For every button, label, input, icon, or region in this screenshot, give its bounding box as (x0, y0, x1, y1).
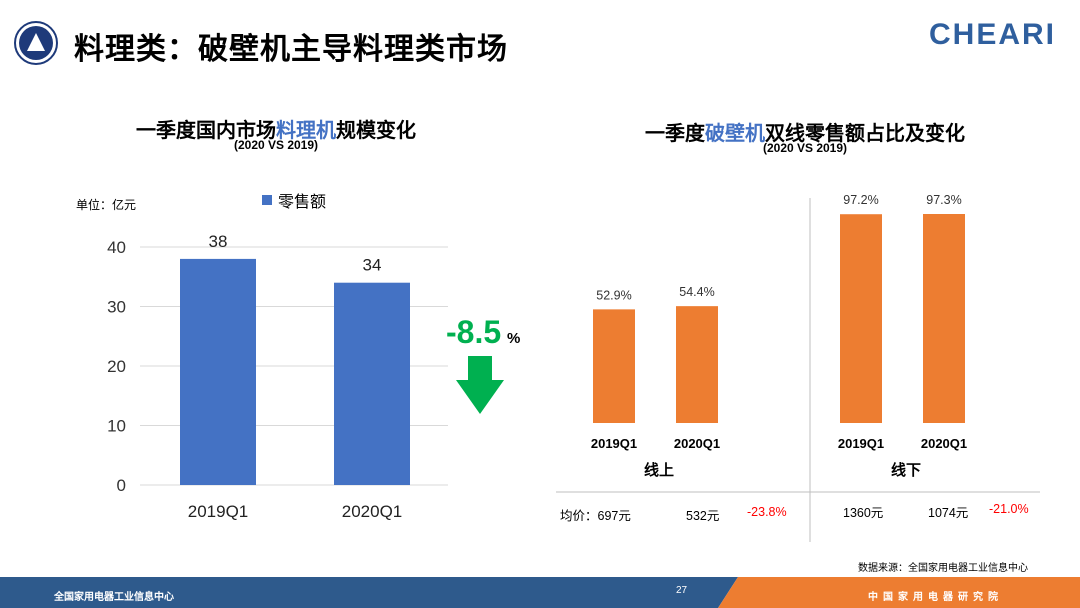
right-title-pre: 一季度 (645, 123, 705, 145)
x-tick-label-线上-2020Q1: 2020Q1 (674, 436, 720, 451)
x-tick-label-线上-2019Q1: 2019Q1 (591, 436, 637, 451)
change-percent-unit: % (507, 330, 521, 347)
data-label-线下-2020Q1: 97.3% (926, 193, 961, 207)
group-label-线下: 线下 (891, 461, 921, 479)
bar-线上-2019Q1 (593, 309, 635, 423)
y-tick-label-3: 30 (107, 298, 126, 317)
left-chart-unit: 单位：亿元 (76, 198, 137, 212)
data-source: 数据来源：全国家用电器工业信息中心 (858, 563, 1028, 574)
change-percent-value: -8.5 (446, 314, 502, 350)
bar-2020Q1 (334, 282, 410, 485)
right-chart-subtitle: (2020 VS 2019) (762, 141, 848, 155)
x-tick-label-2020Q1: 2020Q1 (342, 502, 403, 521)
brand-logo: CHEARI (928, 18, 1056, 51)
y-tick-label-1: 10 (107, 417, 126, 436)
down-arrow-icon (456, 356, 504, 414)
bar-线下-2019Q1 (840, 214, 882, 423)
x-tick-label-2019Q1: 2019Q1 (188, 502, 249, 521)
left-chart-legend: 零售额 (262, 188, 326, 212)
price-label: 均价：697元 (560, 505, 631, 524)
data-label-2020Q1: 34 (363, 256, 382, 275)
page-number: 27 (676, 585, 688, 596)
footer-bar (0, 577, 1080, 608)
left-title-highlight: 料理机 (276, 120, 336, 142)
group-label-线上: 线上 (644, 461, 674, 479)
footer-org-name: 全国家用电器工业信息中心 (54, 592, 174, 603)
x-tick-label-线下-2019Q1: 2019Q1 (838, 436, 884, 451)
left-chart-subtitle: (2020 VS 2019) (233, 138, 319, 152)
data-label-线上-2020Q1: 54.4% (679, 285, 714, 299)
offline-price-change: -21.0% (989, 502, 1029, 516)
y-tick-label-4: 40 (107, 238, 126, 257)
offline-price-2020: 1074元 (928, 506, 969, 520)
legend-swatch (262, 195, 272, 205)
data-label-2019Q1: 38 (209, 232, 228, 251)
offline-price-2019: 1360元 (843, 506, 884, 520)
page-title: 料理类：破壁机主导料理类市场 (74, 33, 508, 66)
x-tick-label-线下-2020Q1: 2020Q1 (921, 436, 967, 451)
right-chart-title: 一季度破壁机双线零售额占比及变化 (620, 117, 990, 146)
y-tick-label-2: 20 (107, 357, 126, 376)
bar-线上-2020Q1 (676, 306, 718, 423)
legend-label: 零售额 (278, 194, 327, 211)
institute-logo (14, 21, 58, 65)
logo-emblem-icon (19, 26, 53, 60)
price-label-text: 均价： (560, 509, 598, 523)
left-title-pre: 一季度国内市场 (136, 120, 276, 142)
y-tick-label-0: 0 (117, 476, 126, 495)
online-price-2020: 532元 (686, 509, 720, 523)
online-price-2019: 697元 (597, 509, 631, 523)
left-title-post: 规模变化 (336, 120, 416, 142)
right-title-highlight: 破壁机 (705, 123, 765, 145)
data-label-线下-2019Q1: 97.2% (843, 193, 878, 207)
left-chart-title: 一季度国内市场料理机规模变化 (112, 114, 440, 143)
footer-institute-name: 中国家用电器研究院 (868, 592, 1003, 603)
data-label-线上-2019Q1: 52.9% (596, 288, 631, 302)
bar-线下-2020Q1 (923, 214, 965, 423)
bar-2019Q1 (180, 258, 256, 485)
right-title-post: 双线零售额占比及变化 (765, 123, 965, 145)
online-price-change: -23.8% (747, 505, 787, 519)
